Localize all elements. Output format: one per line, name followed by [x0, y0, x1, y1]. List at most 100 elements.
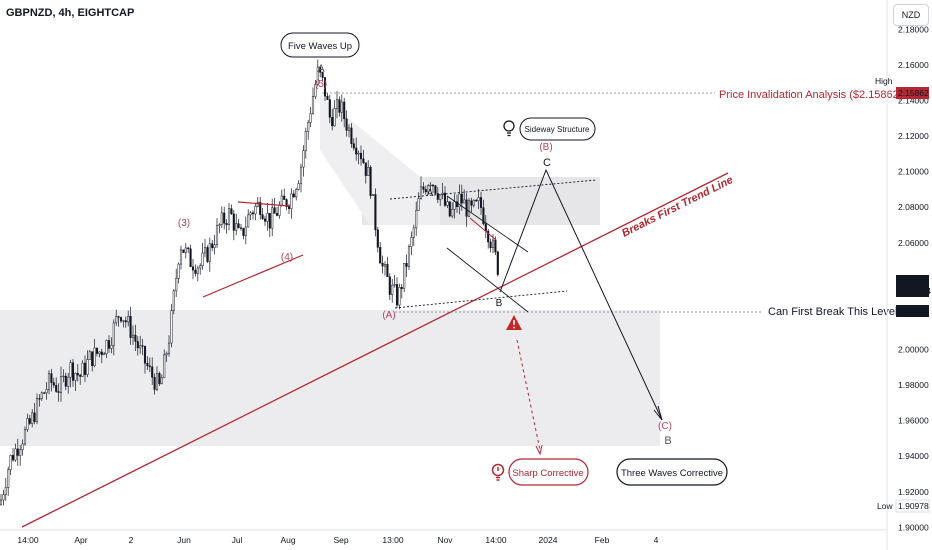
symbol-title[interactable]: GBPNZD, 4h, EIGHTCAP — [6, 7, 135, 19]
candle-down — [134, 334, 137, 342]
candle-up — [208, 243, 211, 262]
candle-up — [62, 375, 65, 378]
currency-button[interactable]: NZD — [893, 4, 929, 26]
high-price-value: 2.15862 — [898, 88, 929, 98]
candle-up — [112, 322, 115, 346]
sideway-label: Sideway Structure — [525, 125, 590, 134]
sharp-corrective-box[interactable] — [508, 458, 589, 486]
candle-up — [47, 373, 51, 390]
time-tick-label: 13:00 — [382, 535, 404, 545]
price-axis[interactable]: 2.18000 2.16000 2.14000 2.12000 2.10000 2.080… — [875, 0, 931, 550]
candle-down — [153, 377, 156, 390]
candle-down — [489, 241, 492, 249]
candle-up — [110, 345, 113, 349]
candle-down — [326, 95, 329, 100]
candle-up — [458, 193, 461, 207]
price-tick-label: 2.14000 — [898, 95, 929, 105]
first-break-label: Can First Break This Level — [768, 306, 897, 318]
candle-down — [191, 266, 195, 271]
candle-down — [352, 143, 355, 149]
candle-up — [371, 194, 375, 196]
candle-up — [295, 189, 298, 198]
wedge-red — [469, 217, 497, 241]
candle-up — [415, 210, 418, 229]
candle-down — [11, 455, 15, 461]
candle-up — [35, 398, 39, 422]
warning-icon — [506, 315, 522, 330]
candle-down — [239, 227, 243, 229]
price-tick-label: 1.98000 — [898, 380, 929, 390]
candle-up — [311, 96, 315, 114]
candle-up — [23, 429, 27, 445]
candle-up — [309, 113, 312, 123]
price-tick-label: 1.92000 — [898, 487, 929, 497]
candle-up — [316, 66, 319, 85]
candle-down — [273, 207, 276, 214]
candle-down — [359, 152, 363, 160]
candle-down — [487, 230, 490, 243]
candle-up — [218, 224, 221, 226]
time-axis[interactable]: 14:00 Apr 2 Jun Jul Aug Sep 13:00 Nov 14:00 2024 Fe… — [0, 529, 887, 545]
candle-up — [340, 101, 343, 113]
candle-down — [55, 384, 58, 392]
candle-down — [194, 269, 197, 274]
wave-label-c-small: C — [543, 157, 551, 169]
five-waves-box[interactable] — [280, 32, 360, 58]
candle-up — [175, 278, 178, 292]
candle-down — [83, 362, 87, 375]
candle-up — [227, 208, 231, 226]
candle-down — [434, 185, 437, 194]
candle-up — [184, 247, 187, 253]
candle-down — [376, 229, 379, 248]
wedge-bottom — [446, 247, 529, 313]
candle-up — [105, 340, 108, 355]
candle-up — [412, 227, 415, 238]
candle-down — [263, 218, 267, 222]
candle-down — [470, 200, 473, 206]
time-tick-label: Aug — [280, 535, 295, 545]
price-tick-label: 1.96000 — [898, 416, 929, 426]
lightbulb-red-icon — [491, 463, 505, 481]
candle-up — [410, 237, 413, 247]
candle-down — [100, 351, 103, 356]
candle-down — [148, 365, 151, 368]
candle-down — [43, 392, 46, 394]
candle-up — [427, 185, 430, 193]
candle-down — [338, 99, 341, 113]
candle-down — [379, 247, 382, 264]
candle-up — [177, 263, 180, 279]
candle-up — [7, 469, 10, 488]
wave-label-a-major: A — [317, 63, 325, 75]
candle-up — [280, 195, 283, 206]
candle-up — [98, 351, 101, 354]
candle-down — [287, 206, 291, 209]
level-price-value: 2.02698 — [898, 306, 929, 316]
high-caption: High — [875, 76, 893, 86]
candle-up — [93, 347, 96, 366]
candle-up — [451, 209, 454, 217]
candle-down — [187, 247, 190, 250]
candle-up — [439, 194, 442, 200]
price-tick-label: 1.94000 — [898, 451, 929, 461]
candle-down — [129, 316, 132, 338]
time-tick-label: Apr — [74, 535, 87, 545]
candlestick-series — [0, 59, 499, 506]
candle-down — [50, 373, 53, 383]
low-caption: Low — [877, 501, 893, 511]
candle-up — [40, 392, 43, 399]
candle-down — [275, 213, 279, 216]
candle-down — [76, 373, 79, 376]
sideway-box[interactable] — [519, 117, 596, 141]
candle-up — [235, 223, 238, 231]
candle-up — [67, 376, 70, 387]
candle-down — [251, 212, 255, 215]
sharp-corrective-label: Sharp Corrective — [512, 468, 583, 479]
candle-down — [405, 263, 408, 267]
candle-up — [220, 212, 223, 225]
candle-down — [364, 162, 367, 176]
three-waves-box[interactable] — [616, 458, 728, 486]
candle-up — [86, 359, 89, 375]
candle-down — [124, 320, 127, 323]
candle-up — [299, 166, 303, 184]
